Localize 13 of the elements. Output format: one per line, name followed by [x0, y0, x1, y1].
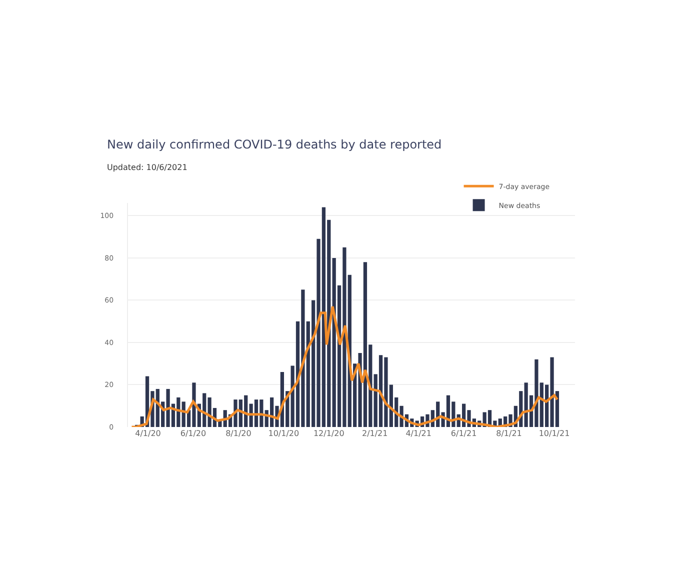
- x-tick-label: 8/1/20: [226, 429, 252, 438]
- x-tick-label: 6/1/21: [450, 429, 477, 438]
- chart-subtitle: Updated: 10/6/2021: [107, 162, 188, 172]
- x-tick-label: 4/1/20: [135, 429, 161, 438]
- x-tick-label: 4/1/21: [406, 429, 432, 438]
- x-tick-label: 12/1/20: [313, 429, 344, 438]
- line-series: [130, 305, 558, 427]
- x-tick-label: 2/1/21: [362, 429, 388, 438]
- x-tick-label: 8/1/21: [496, 429, 522, 438]
- chart-title: New daily confirmed COVID-19 deaths by date reported: [107, 137, 442, 152]
- x-tick-label: 10/1/21: [538, 429, 570, 438]
- x-tick-label: 6/1/20: [180, 429, 206, 438]
- x-tick-label: 10/1/20: [268, 429, 300, 438]
